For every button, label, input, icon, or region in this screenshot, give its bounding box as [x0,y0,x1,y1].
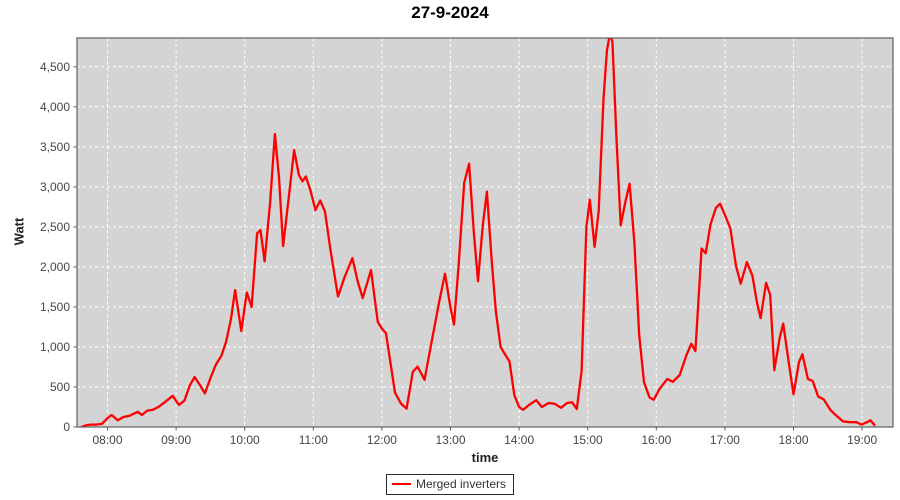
x-tick-label: 15:00 [572,433,603,447]
y-tick-label: 500 [49,379,70,394]
x-tick-label: 09:00 [161,433,192,447]
y-tick-label: 2,000 [39,259,70,274]
x-tick-label: 10:00 [229,433,260,447]
y-tick-label: 3,000 [39,179,70,194]
x-tick-label: 18:00 [778,433,809,447]
y-tick-label: 4,000 [39,99,70,114]
series-line [80,38,876,427]
y-tick-label: 1,000 [39,339,70,354]
y-tick-label: 2,500 [39,219,70,234]
legend: Merged inverters [0,474,900,495]
legend-series-line-swatch [391,483,411,485]
x-tick-label: 16:00 [641,433,672,447]
x-tick-label: 12:00 [366,433,397,447]
legend-item: Merged inverters [385,474,515,495]
x-axis-label: time [471,450,499,465]
x-tick-label: 08:00 [92,433,123,447]
y-tick-label: 4,500 [39,59,70,74]
y-axis-label: Watt [11,217,27,246]
x-tick-label: 14:00 [504,433,535,447]
y-tick-label: 0 [63,420,70,434]
x-tick-label: 13:00 [435,433,466,447]
y-tick-label: 1,500 [39,299,70,314]
x-tick-label: 17:00 [709,433,740,447]
x-tick-label: 19:00 [847,433,878,447]
legend-series-label: Merged inverters [415,477,507,491]
y-tick-label: 3,500 [39,139,70,154]
x-tick-label: 11:00 [298,433,328,447]
chart-title: 27-9-2024 [411,3,489,22]
